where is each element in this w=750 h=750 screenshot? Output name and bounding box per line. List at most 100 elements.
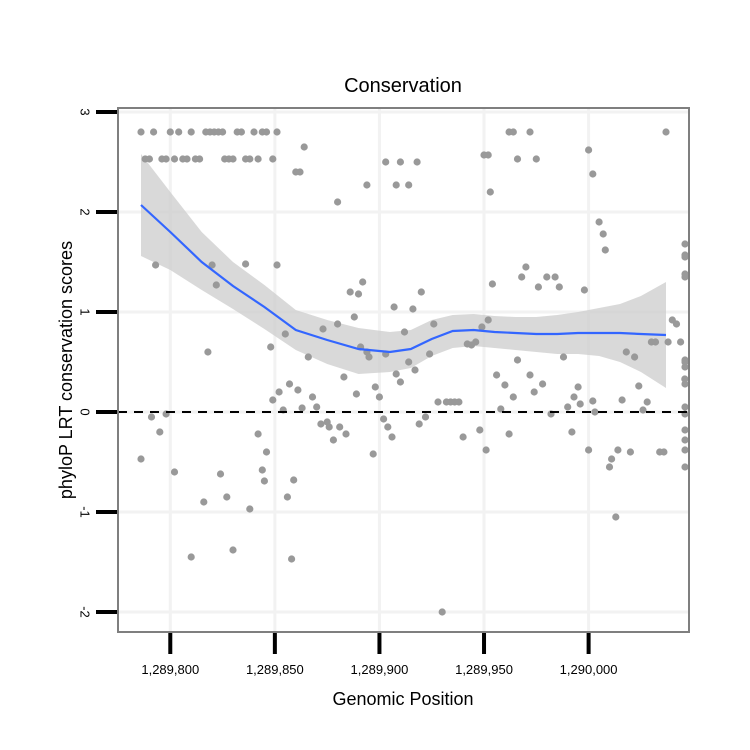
data-point-202 [681, 253, 689, 261]
data-point-135 [478, 323, 486, 331]
data-point-43 [484, 151, 492, 159]
data-point-10 [183, 155, 191, 163]
data-point-41 [413, 158, 421, 166]
data-point-142 [505, 430, 513, 438]
plot-area [117, 107, 690, 633]
data-point-23 [237, 128, 245, 136]
data-point-118 [411, 366, 419, 374]
data-point-5 [162, 155, 170, 163]
data-point-89 [319, 325, 327, 333]
data-point-100 [354, 290, 363, 298]
data-point-37 [382, 158, 390, 166]
data-point-154 [555, 283, 563, 291]
data-point-61 [204, 348, 212, 356]
data-point-53 [137, 455, 145, 463]
y-tick-label-1: -1 [78, 506, 93, 518]
data-point-73 [267, 343, 275, 351]
confidence-band-area [141, 154, 666, 388]
data-point-153 [551, 273, 559, 281]
data-point-138 [488, 280, 496, 288]
data-point-102 [359, 278, 367, 286]
data-point-114 [396, 378, 404, 386]
data-point-192 [681, 463, 689, 471]
data-point-158 [570, 393, 578, 401]
data-point-86 [308, 393, 317, 401]
data-point-63 [212, 281, 220, 289]
data-point-139 [493, 371, 501, 379]
data-point-87 [313, 403, 321, 411]
x-tick-label-0: 1,289,800 [141, 662, 199, 677]
data-point-81 [288, 555, 296, 563]
data-point-96 [342, 430, 350, 438]
data-point-185 [672, 320, 681, 328]
data-point-160 [576, 400, 584, 408]
data-point-2 [145, 155, 153, 163]
data-point-125 [438, 608, 446, 616]
data-point-11 [187, 128, 195, 136]
data-point-62 [208, 261, 216, 269]
data-point-161 [580, 286, 589, 294]
data-point-64 [216, 470, 225, 478]
data-point-85 [304, 353, 312, 361]
smooth-line [140, 204, 667, 354]
data-point-88 [317, 420, 325, 428]
data-point-136 [482, 446, 490, 454]
data-point-55 [152, 261, 160, 269]
data-point-157 [568, 428, 576, 436]
y-tick-label-2: 0 [78, 408, 93, 415]
data-point-50 [585, 146, 593, 154]
data-point-115 [400, 328, 409, 336]
confidence-band [141, 154, 666, 388]
data-point-29 [262, 128, 271, 136]
data-point-178 [643, 398, 651, 406]
data-point-0 [137, 128, 145, 136]
data-point-91 [325, 423, 333, 431]
data-point-6 [166, 128, 174, 136]
data-point-145 [518, 273, 526, 281]
data-point-107 [375, 393, 383, 401]
data-point-196 [681, 403, 689, 411]
data-point-49 [532, 155, 540, 163]
data-point-48 [526, 128, 534, 136]
data-point-51 [589, 170, 597, 178]
data-point-149 [534, 283, 543, 291]
y-tick-label-4: 2 [78, 208, 93, 215]
data-point-175 [631, 353, 639, 361]
data-point-105 [369, 450, 377, 458]
data-point-31 [273, 128, 281, 136]
data-points [137, 128, 689, 616]
data-point-183 [664, 338, 672, 346]
data-point-112 [390, 303, 398, 311]
data-point-46 [509, 128, 517, 136]
data-point-124 [434, 398, 442, 406]
data-point-162 [585, 446, 593, 454]
plot-panel [118, 108, 689, 632]
data-point-170 [612, 513, 620, 521]
data-point-72 [262, 448, 271, 456]
data-point-137 [484, 316, 492, 324]
data-point-194 [681, 426, 689, 434]
x-axis: 1,289,800 1,289,850 1,289,900 1,289,950 1,29… [141, 633, 618, 677]
data-point-84 [298, 404, 306, 412]
data-point-106 [371, 383, 379, 391]
data-point-98 [350, 313, 358, 321]
data-point-122 [426, 350, 434, 358]
x-tick-label-2: 1,289,900 [351, 662, 409, 677]
data-point-27 [254, 155, 262, 163]
smooth-fit-line [140, 204, 667, 354]
data-point-56 [156, 428, 164, 436]
data-point-190 [681, 436, 689, 444]
data-point-33 [296, 168, 304, 176]
data-point-36 [363, 181, 371, 189]
data-point-123 [430, 320, 438, 328]
data-point-193 [681, 380, 689, 388]
data-point-117 [409, 305, 417, 313]
plot-border [117, 107, 690, 633]
data-point-113 [392, 370, 400, 378]
data-point-166 [599, 230, 607, 238]
data-point-97 [346, 288, 354, 296]
data-point-147 [526, 371, 534, 379]
data-point-47 [513, 155, 522, 163]
y-tick-label-5: 3 [78, 108, 93, 115]
data-point-8 [175, 128, 183, 136]
